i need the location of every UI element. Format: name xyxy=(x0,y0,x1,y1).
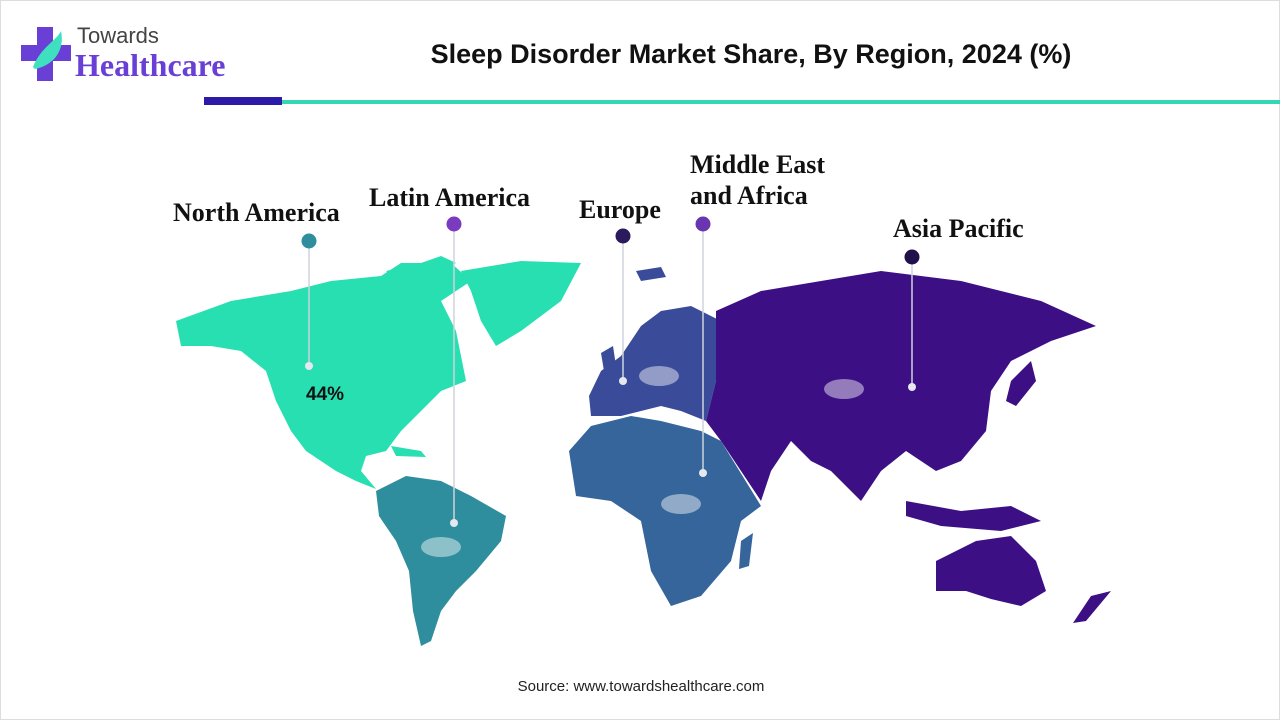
title-underline-teal xyxy=(282,100,1280,104)
label-europe: Europe xyxy=(579,195,661,224)
region-europe xyxy=(589,306,721,421)
page-title: Sleep Disorder Market Share, By Region, … xyxy=(430,39,1072,69)
marker-middle-east-africa xyxy=(695,216,711,232)
medical-cross-icon xyxy=(21,27,71,81)
marker-europe xyxy=(615,228,631,244)
source-text: Source: www.towardshealthcare.com xyxy=(517,678,765,695)
region-iceland xyxy=(636,267,666,281)
region-latin-america xyxy=(376,476,506,646)
region-middle-east-africa xyxy=(569,416,761,606)
region-uk xyxy=(601,346,616,371)
marker-asia-pacific xyxy=(904,249,920,265)
region-new-zealand xyxy=(1073,591,1111,623)
region-greenland xyxy=(461,261,581,346)
logo: Towards Healthcare xyxy=(21,23,241,83)
label-north-america: North America xyxy=(173,198,340,227)
region-arctic-islands xyxy=(386,256,456,283)
marker-north-america xyxy=(301,233,317,249)
label-latin-america: Latin America xyxy=(369,183,531,212)
label-mea-line1: Middle East xyxy=(690,150,826,179)
region-madagascar xyxy=(739,533,753,569)
marker-latin-america xyxy=(446,216,462,232)
logo-text-healthcare: Healthcare xyxy=(75,47,226,83)
title-underline-dark xyxy=(204,97,282,105)
region-indonesia xyxy=(906,501,1041,531)
blurred-values xyxy=(421,366,864,557)
region-north-america xyxy=(176,263,471,489)
value-north-america: 44% xyxy=(306,384,345,405)
region-asia-pacific xyxy=(706,271,1096,501)
label-asia-pacific: Asia Pacific xyxy=(893,214,1024,243)
label-mea-line2: and Africa xyxy=(690,181,808,210)
logo-text-towards: Towards xyxy=(77,23,159,48)
region-caribbean xyxy=(391,446,426,457)
label-middle-east-africa: Middle East and Africa xyxy=(690,149,825,211)
region-australia xyxy=(936,536,1046,606)
region-japan xyxy=(1006,361,1036,406)
